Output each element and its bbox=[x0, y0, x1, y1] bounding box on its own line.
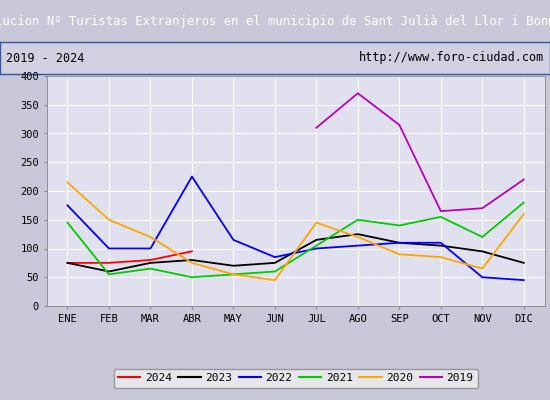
Text: Evolucion Nº Turistas Extranjeros en el municipio de Sant Julià del Llor i Bonma: Evolucion Nº Turistas Extranjeros en el … bbox=[0, 14, 550, 28]
Text: http://www.foro-ciudad.com: http://www.foro-ciudad.com bbox=[359, 52, 544, 64]
Text: 2019 - 2024: 2019 - 2024 bbox=[6, 52, 84, 64]
Legend: 2024, 2023, 2022, 2021, 2020, 2019: 2024, 2023, 2022, 2021, 2020, 2019 bbox=[113, 369, 478, 388]
